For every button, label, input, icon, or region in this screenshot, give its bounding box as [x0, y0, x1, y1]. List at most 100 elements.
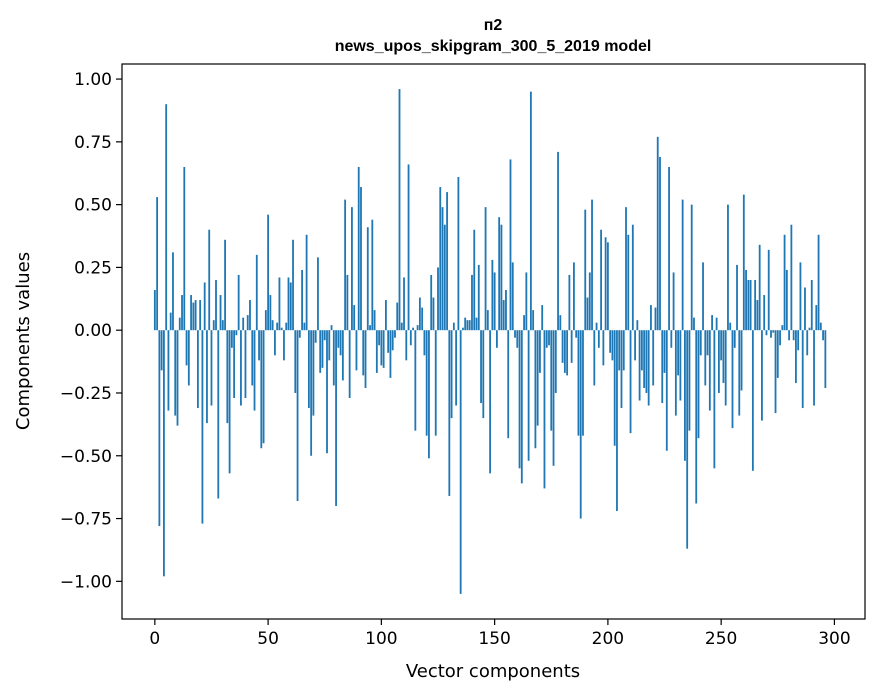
bar-146: [484, 207, 487, 331]
bar-104: [389, 330, 392, 378]
bar-152: [498, 217, 501, 331]
bar-147: [486, 310, 489, 331]
bar-221: [654, 307, 657, 331]
bar-177: [554, 330, 557, 393]
bar-281: [790, 224, 793, 331]
bar-86: [348, 330, 351, 399]
bar-198: [602, 330, 605, 366]
bar-189: [582, 330, 584, 436]
x-tick-label: 200: [592, 629, 624, 649]
bar-296: [824, 330, 827, 388]
bar-203: [613, 330, 616, 446]
bar-112: [407, 164, 410, 331]
y-tick-label: −0.25: [60, 384, 112, 404]
bar-252: [724, 330, 727, 406]
bar-114: [412, 327, 414, 331]
bar-139: [468, 320, 471, 331]
bar-100: [380, 330, 383, 366]
bar-94: [366, 227, 369, 331]
bar-178: [557, 151, 559, 331]
bar-228: [670, 330, 673, 348]
bar-192: [588, 272, 591, 331]
x-tick-label: 0: [149, 629, 160, 649]
bar-6: [167, 330, 170, 411]
bar-119: [423, 330, 426, 356]
bar-75: [323, 330, 326, 341]
y-tick-label: 0.25: [74, 258, 112, 278]
bar-39: [242, 317, 245, 331]
bar-201: [609, 330, 612, 353]
bar-260: [742, 194, 745, 331]
bar-144: [480, 330, 482, 404]
bar-23: [206, 330, 208, 424]
bar-269: [763, 295, 766, 331]
bar-102: [384, 300, 387, 331]
bar-148: [489, 330, 492, 474]
bar-70: [312, 330, 315, 416]
bar-263: [749, 279, 752, 331]
bar-101: [382, 330, 385, 368]
bar-290: [810, 279, 813, 331]
bar-48: [262, 330, 265, 444]
bar-276: [779, 330, 781, 346]
bar-93: [364, 330, 367, 388]
bar-255: [731, 330, 734, 429]
bar-243: [704, 330, 707, 386]
bar-168: [534, 330, 537, 449]
bar-136: [462, 327, 464, 331]
bar-162: [520, 330, 523, 484]
x-tick-label: 300: [818, 629, 850, 649]
bar-256: [733, 330, 736, 348]
bar-64: [298, 330, 301, 338]
bar-34: [230, 330, 233, 348]
bar-105: [391, 330, 394, 351]
bar-25: [210, 330, 213, 406]
bar-89: [355, 330, 358, 371]
bar-117: [418, 297, 421, 331]
bar-200: [606, 242, 609, 331]
bar-9: [174, 330, 177, 416]
bar-13: [183, 166, 186, 331]
bar-248: [715, 317, 718, 331]
bar-188: [579, 330, 582, 519]
bar-26: [212, 320, 215, 331]
bar-74: [321, 330, 324, 368]
bar-4: [163, 330, 165, 577]
bar-158: [511, 262, 514, 331]
bar-161: [518, 330, 521, 469]
bar-133: [455, 330, 458, 406]
y-tick-label: −0.50: [60, 447, 112, 467]
bar-215: [640, 330, 643, 371]
bar-141: [473, 229, 476, 331]
bar-214: [638, 330, 641, 401]
bar-174: [548, 330, 550, 346]
bar-95: [369, 325, 371, 331]
bar-54: [276, 322, 279, 331]
bar-244: [706, 330, 709, 356]
bar-99: [378, 330, 381, 346]
bar-132: [452, 322, 455, 331]
bar-122: [430, 274, 433, 331]
bar-134: [457, 177, 460, 331]
bar-145: [482, 330, 485, 419]
bar-80: [335, 330, 337, 506]
x-tick-label: 250: [705, 629, 737, 649]
bar-3: [160, 330, 163, 371]
bar-278: [783, 234, 786, 331]
x-axis-label: Vector components: [406, 661, 580, 682]
bar-72: [317, 257, 319, 331]
bar-225: [663, 330, 666, 373]
bar-126: [439, 187, 442, 331]
bar-191: [586, 297, 589, 331]
bar-208: [625, 207, 627, 331]
bar-249: [717, 330, 720, 393]
bar-31: [224, 239, 226, 331]
bar-91: [360, 187, 362, 331]
bar-279: [785, 269, 788, 331]
bar-246: [711, 315, 713, 331]
bar-36: [235, 330, 238, 336]
chart-title: п2: [484, 17, 503, 34]
bar-270: [765, 330, 768, 336]
bar-106: [394, 330, 396, 338]
